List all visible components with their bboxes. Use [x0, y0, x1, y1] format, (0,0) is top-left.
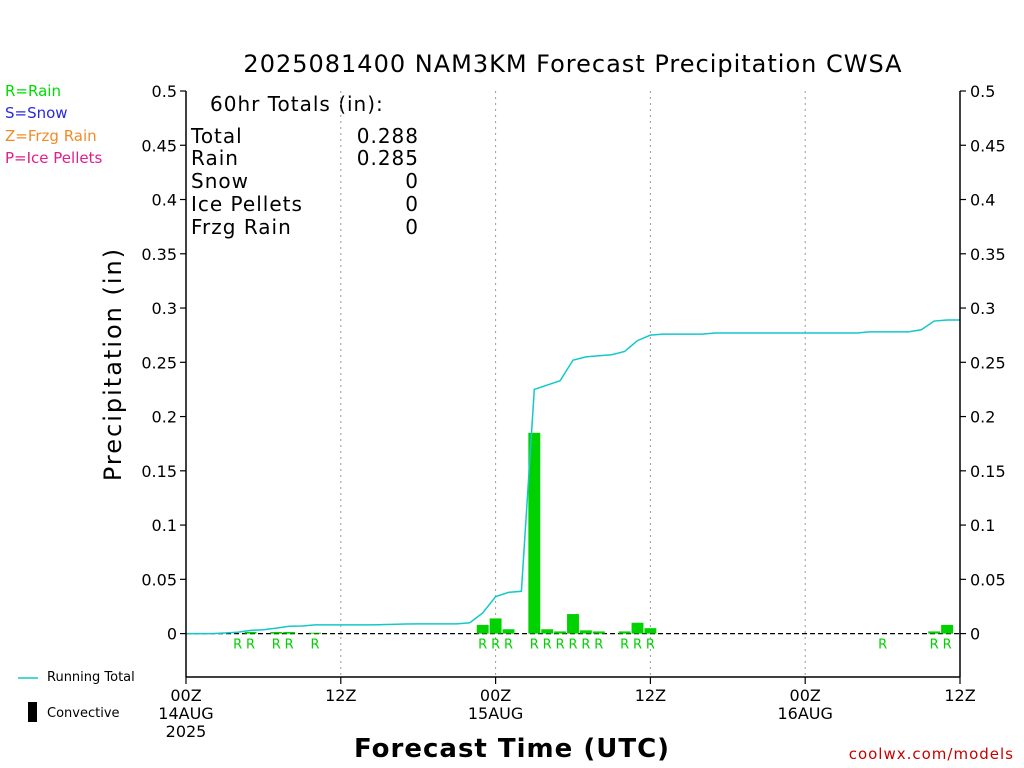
legend-ice-pellets: P=Ice Pellets — [5, 149, 103, 167]
totals-row-rain: Rain 0.285 — [191, 146, 419, 170]
precip-bar — [579, 630, 592, 634]
precip-type-label: R — [581, 638, 590, 653]
totals-label: Snow — [191, 169, 249, 193]
precip-bar — [309, 632, 321, 634]
precip-type-label: R — [504, 638, 513, 653]
credit-text: coolwx.com/models — [848, 745, 1014, 763]
x-tick-label: 12Z — [635, 686, 666, 705]
legend-rain: R=Rain — [5, 82, 61, 100]
totals-header: 60hr Totals (in): — [210, 92, 384, 116]
y-tick-label: 0.05 — [141, 570, 177, 589]
x-tick-label: 12Z — [325, 686, 356, 705]
precip-bar — [244, 631, 257, 634]
precip-type-label: R — [633, 638, 642, 653]
precip-bar — [554, 631, 567, 634]
x-tick-label: 15AUG — [468, 704, 523, 723]
legend-snow: S=Snow — [5, 104, 68, 122]
precip-type-label: R — [556, 638, 565, 653]
totals-row-snow: Snow 0 — [191, 169, 419, 193]
y-tick-label: 0 — [167, 625, 177, 644]
precip-type-label: R — [310, 638, 319, 653]
totals-row-ice-pellets: Ice Pellets 0 — [191, 192, 419, 216]
precip-bar — [541, 629, 554, 634]
y-tick-label: 0.35 — [141, 245, 177, 264]
precip-type-label: R — [478, 638, 487, 653]
totals-label: Frzg Rain — [191, 215, 292, 239]
legend-frzg-rain: Z=Frzg Rain — [5, 127, 97, 145]
totals-value: 0 — [405, 215, 419, 239]
y-tick-label-right: 0.15 — [970, 462, 1006, 481]
precip-type-label: R — [646, 638, 655, 653]
x-tick-label: 00Z — [790, 686, 821, 705]
precip-bar — [941, 624, 954, 634]
precip-bar — [928, 631, 941, 634]
precip-bar — [592, 631, 605, 634]
totals-row-frzg-rain: Frzg Rain 0 — [191, 215, 419, 239]
totals-value: 0.285 — [356, 146, 419, 170]
y-tick-label-right: 0.4 — [970, 191, 995, 210]
totals-label: Rain — [191, 146, 239, 170]
precip-type-label: R — [491, 638, 500, 653]
y-tick-label-right: 0.45 — [970, 136, 1006, 155]
precip-bar — [631, 622, 644, 634]
precip-bar — [528, 432, 541, 634]
legend-convective-label: Convective — [47, 706, 120, 721]
y-tick-label-right: 0.25 — [970, 353, 1006, 372]
x-tick-label: 12Z — [944, 686, 975, 705]
precip-bar — [502, 629, 515, 634]
totals-value: 0.288 — [356, 124, 419, 148]
precip-type-label: R — [285, 638, 294, 653]
precip-type-label: R — [543, 638, 552, 653]
y-tick-label: 0.45 — [141, 136, 177, 155]
precip-bar — [567, 614, 579, 634]
legend-convective-swatch — [28, 702, 37, 722]
y-tick-label: 0.3 — [152, 299, 177, 318]
y-tick-label-right: 0.05 — [970, 570, 1006, 589]
y-tick-label-right: 0.3 — [970, 299, 995, 318]
precip-bar — [644, 628, 657, 634]
precip-bar — [489, 618, 502, 634]
y-tick-label: 0.15 — [141, 462, 177, 481]
y-tick-label-right: 0.5 — [970, 82, 995, 101]
totals-label: Ice Pellets — [191, 192, 303, 216]
totals-value: 0 — [405, 192, 419, 216]
y-tick-label-right: 0 — [970, 625, 980, 644]
y-tick-label-right: 0.1 — [970, 516, 995, 535]
totals-value: 0 — [405, 169, 419, 193]
precip-type-label: R — [568, 638, 577, 653]
precip-type-label: R — [594, 638, 603, 653]
y-tick-label-right: 0.35 — [970, 245, 1006, 264]
precip-type-label: R — [878, 638, 887, 653]
precip-type-label: R — [272, 638, 281, 653]
legend-running-total-label: Running Total — [47, 670, 135, 685]
precip-type-label: R — [246, 638, 255, 653]
precip-type-label: R — [530, 638, 539, 653]
precip-bar — [618, 631, 631, 634]
y-tick-label: 0.1 — [152, 516, 177, 535]
y-tick-label: 0.4 — [152, 191, 177, 210]
precip-type-label: R — [930, 638, 939, 653]
precip-type-label: R — [233, 638, 242, 653]
precip-type-label: R — [943, 638, 952, 653]
precip-bar — [270, 631, 283, 634]
x-tick-label: 00Z — [480, 686, 511, 705]
totals-label: Total — [191, 124, 243, 148]
x-axis-label: Forecast Time (UTC) — [353, 734, 671, 764]
y-tick-label: 0.2 — [152, 408, 177, 427]
y-tick-label: 0.25 — [141, 353, 177, 372]
running-total-line — [186, 319, 960, 635]
y-tick-label-right: 0.2 — [970, 408, 995, 427]
x-tick-label: 16AUG — [777, 704, 832, 723]
x-tick-label: 14AUG — [158, 704, 213, 723]
precip-bar — [283, 631, 296, 634]
x-tick-label: 2025 — [166, 722, 207, 741]
totals-row-total: Total 0.288 — [191, 124, 419, 148]
precip-type-label: R — [620, 638, 629, 653]
chart-title: 2025081400 NAM3KM Forecast Precipitation… — [243, 50, 903, 78]
x-tick-label: 00Z — [170, 686, 201, 705]
y-tick-label: 0.5 — [152, 82, 177, 101]
precip-bar — [476, 624, 489, 634]
